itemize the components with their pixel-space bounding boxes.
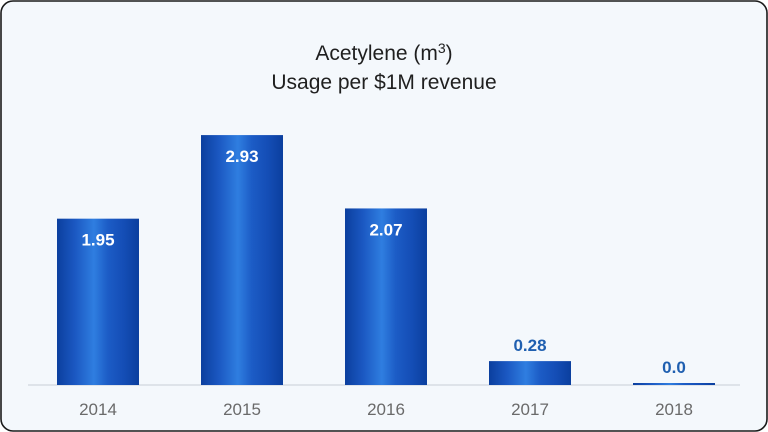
x-tick-label-2014: 2014: [79, 400, 117, 419]
bar-2014: [57, 218, 139, 385]
value-label-2018: 0.0: [662, 358, 686, 377]
bar-2016: [345, 208, 427, 385]
bar-2018: [633, 383, 715, 385]
bar-group: [57, 135, 715, 385]
x-tick-label-2017: 2017: [511, 400, 549, 419]
bar-2015: [201, 135, 283, 385]
x-tick-label-2015: 2015: [223, 400, 261, 419]
chart-title-line1: Acetylene (m3): [315, 40, 452, 65]
value-label-2016: 2.07: [369, 220, 402, 239]
value-label-2015: 2.93: [225, 147, 258, 166]
value-label-group: 1.95 2.93 2.07 0.28 0.0: [81, 147, 685, 377]
x-tick-label-group: 2014 2015 2016 2017 2018: [79, 400, 693, 419]
value-label-2014: 1.95: [81, 231, 114, 250]
value-label-2017: 0.28: [513, 336, 546, 355]
x-tick-label-2018: 2018: [655, 400, 693, 419]
chart-title-line2: Usage per $1M revenue: [271, 71, 496, 94]
x-tick-label-2016: 2016: [367, 400, 405, 419]
bar-2017: [489, 361, 571, 385]
